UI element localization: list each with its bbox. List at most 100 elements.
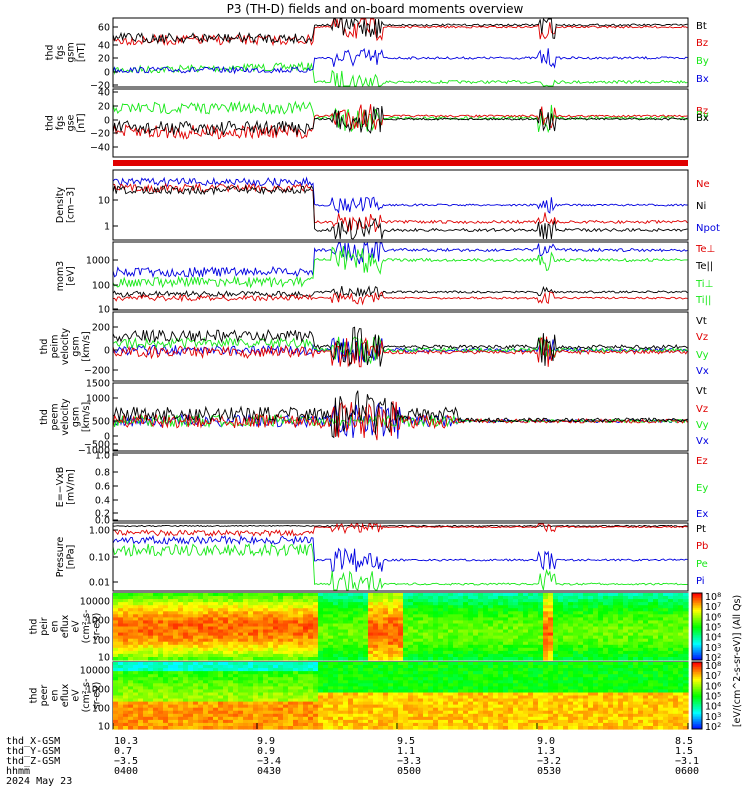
spectrogram-cell [323, 674, 329, 678]
spectrogram-cell [673, 650, 679, 655]
spectrogram-cell [398, 593, 404, 597]
spectrogram-cell [138, 632, 144, 637]
spectrogram-cell [333, 726, 339, 730]
spectrogram-cell [288, 713, 294, 718]
spectrogram-cell [323, 657, 329, 661]
spectrogram-cell [633, 620, 639, 624]
spectrogram-cell [243, 671, 249, 675]
spectrogram-cell [603, 701, 609, 706]
spectrogram-cell [313, 650, 319, 655]
spectrogram-cell [333, 662, 339, 666]
spectrogram-cell [508, 611, 514, 615]
spectrogram-cell [163, 629, 169, 634]
spectrogram-cell [443, 653, 449, 658]
spectrogram-cell [308, 710, 314, 715]
spectrogram-cell [553, 614, 559, 618]
spectrogram-cell [148, 605, 154, 609]
spectrogram-cell [123, 719, 129, 724]
spectrogram-cell [573, 665, 579, 669]
spectrogram-cell [263, 647, 269, 652]
spectrogram-cell [443, 650, 449, 655]
spectrogram-cell [413, 668, 419, 672]
spectrogram-cell [308, 692, 314, 697]
spectrogram-cell [298, 719, 304, 724]
spectrogram-cell [648, 623, 654, 628]
spectrogram-cell [113, 657, 119, 661]
spectrogram-cell [158, 665, 164, 669]
spectrogram-cell [418, 617, 424, 621]
spectrogram-cell [603, 596, 609, 600]
spectrogram-cell [403, 716, 409, 721]
spectrogram-cell [118, 726, 124, 730]
spectrogram-cell [488, 617, 494, 621]
spectrogram-cell [133, 650, 139, 655]
spectrogram-cell [303, 698, 309, 703]
spectrogram-cell [398, 638, 404, 643]
spectrogram-cell [493, 647, 499, 652]
spectrogram-cell [658, 614, 664, 618]
spectrogram-cell [443, 713, 449, 718]
spectrogram-cell [518, 635, 524, 640]
spectrogram-cell [128, 726, 134, 730]
spectrogram-cell [273, 620, 279, 624]
spectrogram-cell [448, 710, 454, 715]
spectrogram-cell [428, 620, 434, 624]
spectrogram-cell [488, 596, 494, 600]
spectrogram-cell [118, 638, 124, 643]
spectrogram-cell [348, 657, 354, 661]
spectrogram-cell [538, 698, 544, 703]
spectrogram-cell [198, 692, 204, 697]
y-tick-label: −200 [84, 366, 110, 377]
spectrogram-cell [583, 680, 589, 684]
spectrogram-cell [448, 726, 454, 730]
spectrogram-cell [668, 650, 674, 655]
spectrogram-cell [513, 596, 519, 600]
spectrogram-cell [303, 726, 309, 730]
y-tick-label: −20 [90, 81, 110, 92]
spectrogram-cell [233, 680, 239, 684]
spectrogram-cell [178, 710, 184, 715]
spectrogram-cell [668, 653, 674, 658]
spectrogram-cell [388, 683, 394, 687]
spectrogram-cell [408, 635, 414, 640]
spectrogram-cell [333, 629, 339, 634]
spectrogram-cell [188, 689, 194, 693]
spectrogram-cell [118, 632, 124, 637]
spectrogram-cell [408, 632, 414, 637]
spectrogram-cell [553, 704, 559, 709]
spectrogram-cell [368, 662, 374, 666]
spectrogram-cell [523, 692, 529, 697]
spectrogram-cell [408, 704, 414, 709]
spectrogram-cell [313, 674, 319, 678]
spectrogram-cell [643, 620, 649, 624]
spectrogram-cell [238, 662, 244, 666]
spectrogram-cell [128, 620, 134, 624]
spectrogram-cell [543, 713, 549, 718]
spectrogram-cell [483, 657, 489, 661]
spectrogram-cell [173, 713, 179, 718]
spectrogram-cell [253, 683, 259, 687]
spectrogram-cell [338, 644, 344, 649]
spectrogram-cell [548, 695, 554, 700]
spectrogram-cell [578, 713, 584, 718]
spectrogram-cell [393, 719, 399, 724]
spectrogram-cell [383, 632, 389, 637]
spectrogram-cell [413, 638, 419, 643]
spectrogram-cell [498, 713, 504, 718]
spectrogram-cell [678, 614, 684, 618]
spectrogram-cell [213, 692, 219, 697]
spectrogram-cell [133, 689, 139, 693]
spectrogram-cell [383, 689, 389, 693]
spectrogram-cell [143, 657, 149, 661]
y-tick-label: 0.10 [89, 553, 110, 564]
spectrogram-cell [683, 593, 689, 597]
spectrogram-cell [278, 722, 284, 727]
spectrogram-cell [348, 617, 354, 621]
spectrogram-cell [228, 641, 234, 646]
spectrogram-cell [313, 611, 319, 615]
spectrogram-cell [353, 596, 359, 600]
spectrogram-cell [568, 617, 574, 621]
spectrogram-cell [438, 719, 444, 724]
spectrogram-cell [663, 635, 669, 640]
spectrogram-cell [228, 635, 234, 640]
